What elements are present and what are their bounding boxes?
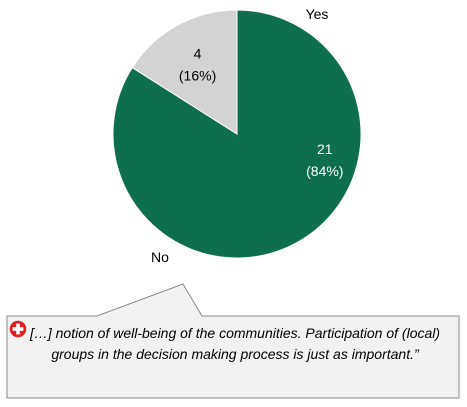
pie-labels: 21 (84%) Yes 4 (16%) No	[151, 6, 343, 265]
plus-icon	[9, 320, 27, 338]
pie-value-label-yes: 21 (84%)	[306, 141, 343, 179]
pie-slices	[112, 9, 362, 259]
pie-value-label-no: 4 (16%)	[179, 45, 216, 83]
quote-text: […] notion of well-being of the communit…	[29, 325, 441, 362]
pie-category-label-no: No	[151, 249, 169, 265]
quote-callout-box	[6, 283, 460, 399]
pie-slice-no	[131, 9, 238, 135]
pie-category-label-yes: Yes	[306, 6, 329, 22]
